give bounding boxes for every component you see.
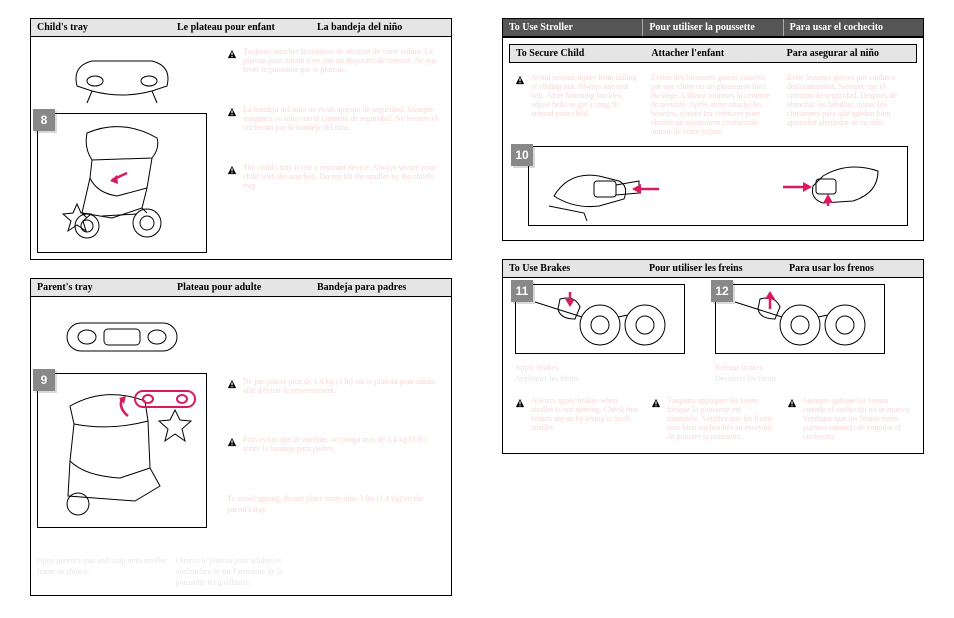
warning-icon (515, 75, 525, 85)
warning-cell: To avoid tipping, do not place more than… (221, 489, 451, 549)
warning-icon (515, 398, 525, 408)
header-cell: Pour utiliser les freins (643, 260, 783, 277)
footer-text: Open parent's tray and snap onto strolle… (37, 555, 168, 589)
warning-cell: Ne pas placer plus de 1,4 kg (3 lb) sur … (221, 373, 451, 419)
stroller-illustration-8 (37, 113, 207, 253)
header-cell: Parent's tray (31, 279, 171, 296)
warning-icon (227, 437, 237, 447)
page-container: Child's tray Le plateau pour enfant La b… (0, 0, 954, 614)
childs-tray-illustration (37, 43, 207, 113)
header-cell: La bandeja del niño (311, 19, 451, 36)
header-cell: Para usar el cochecito (784, 19, 923, 36)
brakes-panel: To Use Brakes Pour utiliser les freins P… (502, 259, 924, 454)
header-cell: Attacher l'enfant (645, 45, 780, 62)
warning-cell: Para evitar que se vuelque, no ponga más… (221, 431, 451, 477)
stroller-illustration-9 (37, 373, 207, 528)
caption-text: Desserrer les freins (715, 373, 885, 384)
footer-row: Open parent's tray and snap onto strolle… (31, 549, 451, 595)
buckle-illustration-10 (528, 146, 908, 226)
childs-tray-panel: Child's tray Le plateau pour enfant La b… (30, 18, 452, 260)
warning-icon (227, 107, 237, 117)
use-stroller-header-panel: To Use Stroller Pour utiliser la pousset… (502, 18, 924, 37)
secure-child-header: To Secure Child Attacher l'enfant Para a… (509, 44, 917, 63)
warning-cell: Avoid serious injury from falling or sli… (509, 69, 645, 140)
warning-icon (787, 398, 797, 408)
parents-tray-panel: Parent's tray Plateau pour adulte Bandej… (30, 278, 452, 596)
header-cell: Bandeja para padres (311, 279, 451, 296)
caption-text: Appliquer les freins (515, 373, 685, 384)
warning-icon (227, 379, 237, 389)
parents-tray-header: Parent's tray Plateau pour adulte Bandej… (31, 279, 451, 297)
brake-captions: Apply brakes Appliquer les freins Releas… (503, 360, 923, 390)
header-cell: To Secure Child (510, 45, 645, 62)
step-badge-11: 11 (511, 280, 533, 302)
warning-text: Toujours attacher la ceinture de sécurit… (227, 47, 445, 74)
warning-cell: Always apply brakes when stroller is not… (509, 392, 645, 445)
header-cell: Para usar los frenos (783, 260, 923, 277)
warning-text: La bandeja del niño no es un aparato de … (227, 105, 445, 132)
footer-text: Ouvrez le plateau pour adultes et enclen… (176, 555, 307, 589)
header-cell: Pour utiliser la poussette (643, 19, 783, 36)
warning-text: Évitez des blessures graves causées par … (651, 73, 775, 136)
warning-cell: Siempre aplique los frenos cuando el coc… (781, 392, 917, 445)
step-badge-10: 10 (511, 144, 533, 166)
warning-cell: The child's tray is not a restraint devi… (221, 159, 451, 205)
warning-text: Always apply brakes when stroller is not… (515, 396, 639, 432)
step-badge-9: 9 (33, 369, 55, 391)
warning-cell: Toujours attacher la ceinture de sécurit… (221, 43, 451, 89)
warning-cell: Toujours appliquer les freins lorsque la… (645, 392, 781, 445)
brakes-header: To Use Brakes Pour utiliser les freins P… (503, 260, 923, 278)
use-stroller-header: To Use Stroller Pour utiliser la pousset… (503, 19, 923, 37)
header-cell: Child's tray (31, 19, 171, 36)
step-badge-8: 8 (33, 109, 55, 131)
warning-cell: Evite lesiones graves por caídas o desli… (781, 69, 917, 140)
warning-text: Toujours appliquer les freins lorsque la… (651, 396, 775, 441)
childs-tray-header: Child's tray Le plateau pour enfant La b… (31, 19, 451, 37)
left-column: Child's tray Le plateau pour enfant La b… (30, 18, 452, 596)
warning-icon (227, 49, 237, 59)
header-cell: Para asegurar al niño (781, 45, 916, 62)
warning-text: Avoid serious injury from falling or sli… (515, 73, 639, 118)
warning-text: Evite lesiones graves por caídas o desli… (787, 73, 911, 127)
right-column: To Use Stroller Pour utiliser la pousset… (502, 18, 924, 596)
header-cell: Le plateau pour enfant (171, 19, 311, 36)
warning-text: Ne pas placer plus de 1,4 kg (3 lb) sur … (227, 377, 445, 395)
header-cell: To Use Stroller (503, 19, 643, 36)
warning-cell: Évitez des blessures graves causées par … (645, 69, 781, 140)
brake-apply-illustration (515, 284, 685, 354)
caption-text: Release brakes (715, 362, 885, 373)
step-badge-12: 12 (711, 280, 733, 302)
warning-text: Siempre aplique los frenos cuando el coc… (787, 396, 911, 441)
warning-icon (227, 165, 237, 175)
secure-child-panel: To Secure Child Attacher l'enfant Para a… (502, 37, 924, 241)
brake-release-illustration (715, 284, 885, 354)
parents-tray-illustration (37, 303, 207, 373)
warning-text: To avoid tipping, do not place more than… (227, 493, 445, 515)
warning-text: The child's tray is not a restraint devi… (227, 163, 445, 190)
warning-cell: La bandeja del niño no es un aparato de … (221, 101, 451, 147)
header-cell: To Use Brakes (503, 260, 643, 277)
header-cell: Plateau pour adulte (171, 279, 311, 296)
caption-text: Apply brakes (515, 362, 685, 373)
warning-icon (651, 398, 661, 408)
warning-text: Para evitar que se vuelque, no ponga más… (227, 435, 445, 453)
